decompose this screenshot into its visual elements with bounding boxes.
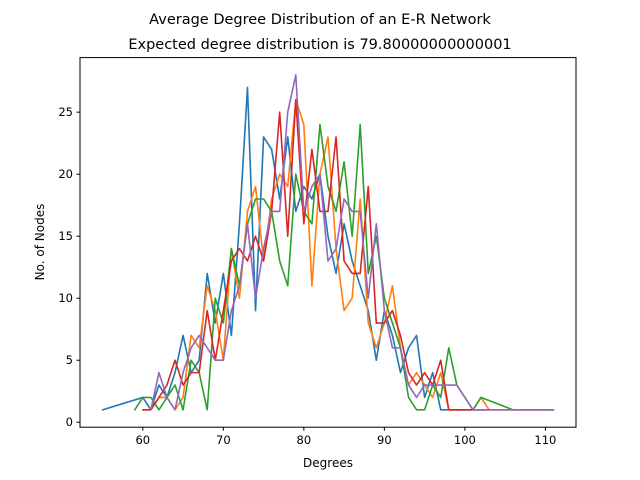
y-axis-ticks: 0 5 10 15 20 25 [58, 105, 80, 429]
series-line-5 [150, 74, 555, 411]
x-axis-ticks: 60 70 80 90 100 110 [135, 427, 556, 447]
x-tick-label: 90 [377, 433, 392, 447]
y-tick-label: 15 [58, 229, 73, 243]
series-line-2 [142, 98, 490, 411]
series-line-3 [133, 123, 555, 411]
y-tick-label: 10 [58, 291, 73, 305]
series-layer [101, 74, 555, 411]
y-axis-label: No. of Nodes [33, 204, 47, 281]
x-tick-label: 100 [454, 433, 476, 447]
series-line-1 [101, 86, 490, 411]
y-tick-label: 20 [58, 167, 73, 181]
chart-title: Average Degree Distribution of an E-R Ne… [149, 12, 491, 28]
y-tick-label: 0 [66, 415, 73, 429]
x-tick-label: 110 [534, 433, 556, 447]
chart-subtitle: Expected degree distribution is 79.80000… [128, 37, 511, 53]
x-tick-label: 70 [216, 433, 231, 447]
x-tick-label: 60 [135, 433, 150, 447]
plot-frame [79, 57, 577, 428]
y-tick-label: 25 [58, 105, 73, 119]
x-tick-label: 80 [297, 433, 312, 447]
series-line-4 [142, 98, 555, 411]
y-tick-label: 5 [66, 353, 73, 367]
x-axis-label: Degrees [303, 456, 353, 470]
